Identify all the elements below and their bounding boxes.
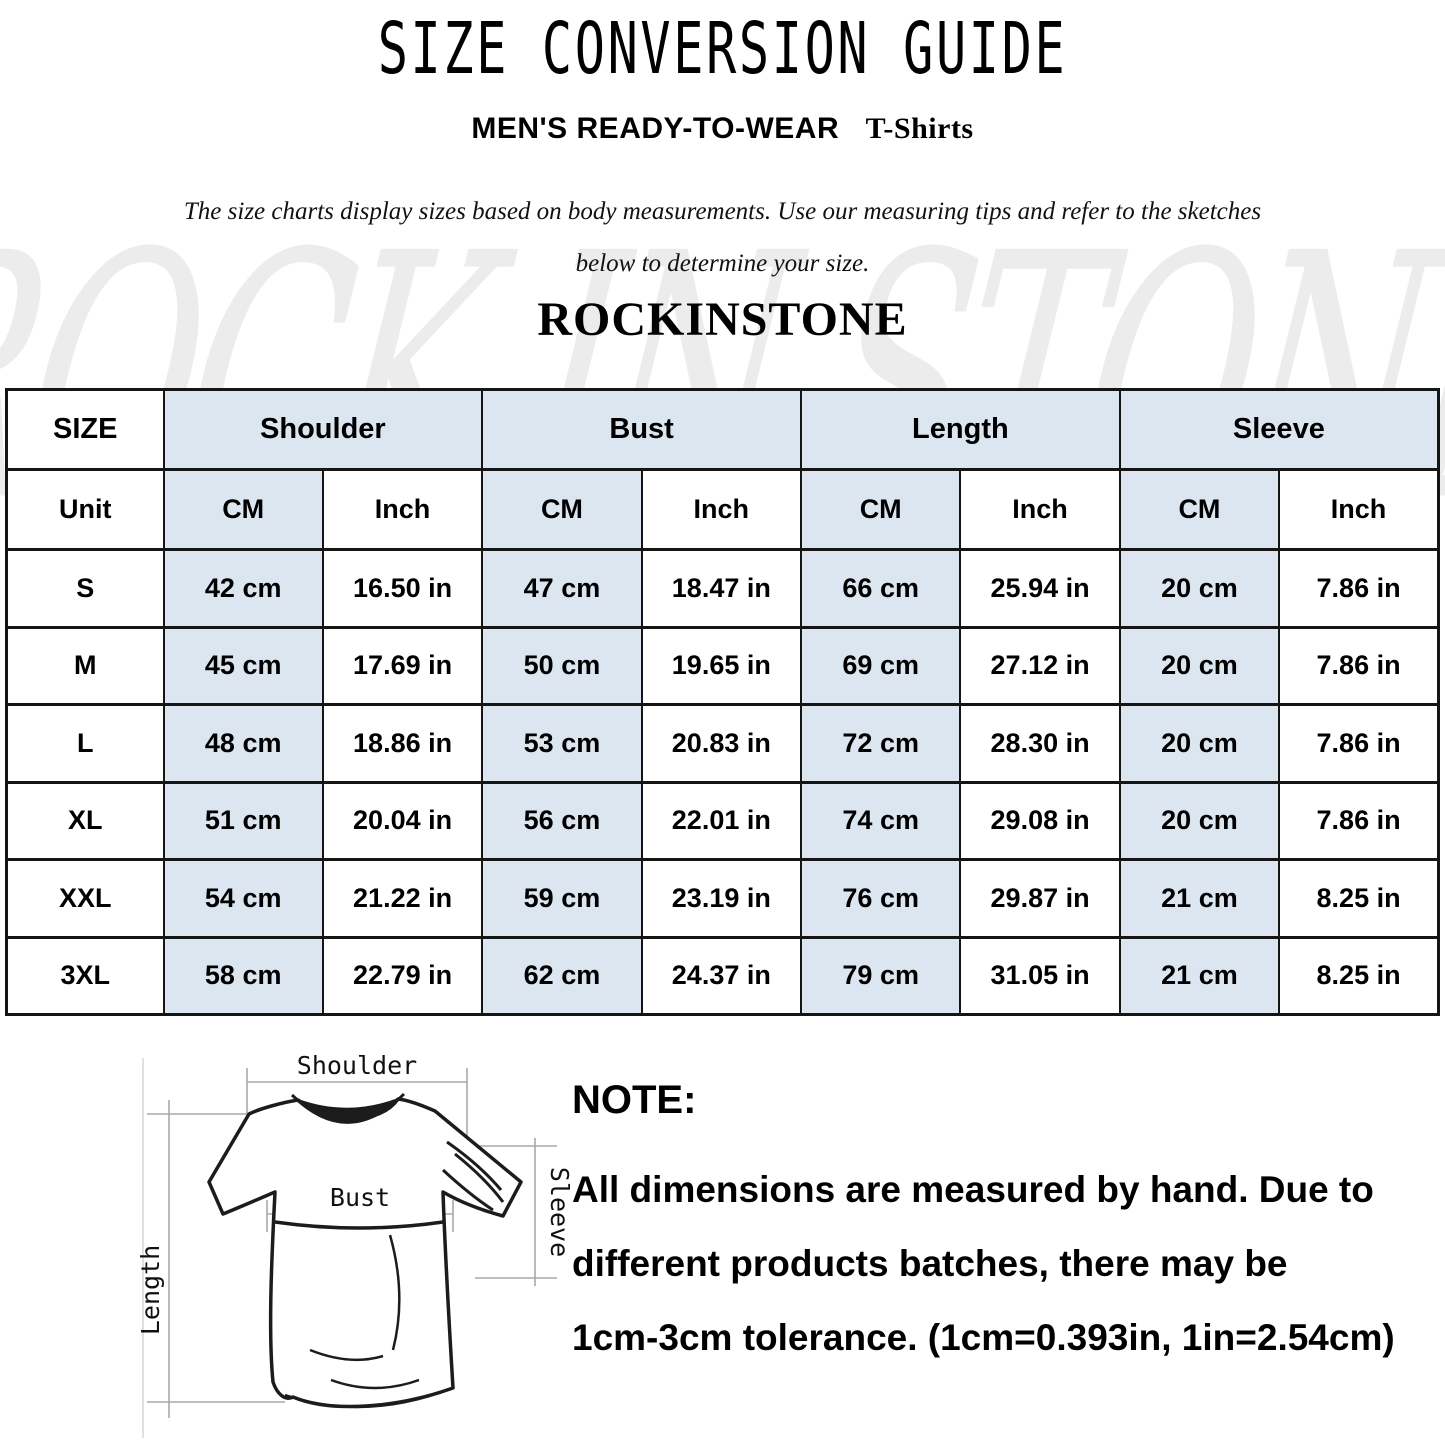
size-cell: S	[5, 548, 165, 629]
measurement-cell: 18.86 in	[321, 703, 484, 784]
column-header-size: SIZE	[5, 388, 165, 471]
unit-header-cm: CM	[1118, 468, 1281, 551]
measurement-cell: 20.83 in	[640, 703, 803, 784]
column-header-length: Length	[800, 388, 1121, 471]
measurement-cell: 45 cm	[162, 625, 324, 706]
measurement-cell: 18.47 in	[640, 548, 803, 629]
tshirt-sketch: Shoulder Bust Length Sleeve	[136, 1051, 574, 1438]
table-row-s: S 42 cm 16.50 in 47 cm 18.47 in 66 cm 25…	[5, 548, 1440, 629]
column-header-shoulder: Shoulder	[162, 388, 484, 471]
measurement-cell: 20 cm	[1118, 625, 1281, 706]
unit-header-cm: CM	[799, 468, 962, 551]
measurement-cell: 7.86 in	[1278, 780, 1440, 861]
measurement-cell: 20.04 in	[321, 780, 484, 861]
size-conversion-table: SIZE Shoulder Bust Length Sleeve Unit CM…	[5, 388, 1440, 1016]
measurement-cell: 7.86 in	[1278, 548, 1440, 629]
measurement-cell: 74 cm	[799, 780, 962, 861]
subtitle-product: T-Shirts	[865, 112, 974, 145]
measurement-cell: 72 cm	[799, 703, 962, 784]
unit-header-cm: CM	[162, 468, 324, 551]
table-group-header-row: SIZE Shoulder Bust Length Sleeve	[5, 388, 1440, 471]
note-heading: NOTE:	[572, 1078, 697, 1122]
measurement-cell: 42 cm	[162, 548, 324, 629]
measurement-cell: 27.12 in	[959, 625, 1121, 706]
measurement-cell: 19.65 in	[640, 625, 803, 706]
measurement-cell: 16.50 in	[321, 548, 484, 629]
table-row-l: L 48 cm 18.86 in 53 cm 20.83 in 72 cm 28…	[5, 703, 1440, 784]
measurement-cell: 20 cm	[1118, 703, 1281, 784]
note-line-2: different products batches, there may be	[572, 1243, 1288, 1284]
measurement-cell: 54 cm	[162, 858, 324, 939]
subtitle-category: MEN'S READY-TO-WEAR	[471, 112, 840, 145]
measurement-cell: 28.30 in	[959, 703, 1121, 784]
size-chart-description: The size charts display sizes based on b…	[0, 186, 1445, 290]
measurement-cell: 21.22 in	[321, 858, 484, 939]
size-cell: XL	[5, 780, 165, 861]
measurement-cell: 20 cm	[1118, 780, 1281, 861]
shoulder-dimension-label: Shoulder	[297, 1051, 417, 1080]
measurement-cell: 50 cm	[481, 625, 643, 706]
table-row-3xl: 3XL 58 cm 22.79 in 62 cm 24.37 in 79 cm …	[5, 935, 1440, 1016]
note-line-3: 1cm-3cm tolerance. (1cm=0.393in, 1in=2.5…	[572, 1317, 1395, 1358]
measurement-cell: 53 cm	[481, 703, 643, 784]
measurement-cell: 7.86 in	[1278, 703, 1440, 784]
measurement-cell: 79 cm	[799, 935, 962, 1016]
measurement-cell: 25.94 in	[959, 548, 1121, 629]
measurement-cell: 21 cm	[1118, 935, 1281, 1016]
measurement-cell: 66 cm	[799, 548, 962, 629]
measurement-cell: 31.05 in	[959, 935, 1121, 1016]
table-row-xl: XL 51 cm 20.04 in 56 cm 22.01 in 74 cm 2…	[5, 780, 1440, 861]
bust-dimension-label: Bust	[330, 1183, 390, 1212]
size-cell: L	[5, 703, 165, 784]
measurement-cell: 29.08 in	[959, 780, 1121, 861]
measurement-cell: 7.86 in	[1278, 625, 1440, 706]
sleeve-dimension-label: Sleeve	[545, 1167, 574, 1257]
size-cell: XXL	[5, 858, 165, 939]
unit-label: Unit	[5, 468, 165, 551]
table-row-m: M 45 cm 17.69 in 50 cm 19.65 in 69 cm 27…	[5, 625, 1440, 706]
measurement-cell: 69 cm	[799, 625, 962, 706]
description-line-1: The size charts display sizes based on b…	[183, 198, 1262, 225]
unit-header-inch: Inch	[959, 468, 1121, 551]
description-line-2: below to determine your size.	[575, 250, 870, 277]
measurement-cell: 51 cm	[162, 780, 324, 861]
note-line-1: All dimensions are measured by hand. Due…	[572, 1169, 1374, 1210]
size-cell: 3XL	[5, 935, 165, 1016]
page-subtitle: MEN'S READY-TO-WEAR T-Shirts	[0, 112, 1445, 146]
note-section: NOTE: All dimensions are measured by han…	[572, 1078, 1442, 1375]
measurement-cell: 8.25 in	[1278, 858, 1440, 939]
column-header-sleeve: Sleeve	[1118, 388, 1440, 471]
measurement-cell: 29.87 in	[959, 858, 1121, 939]
table-row-xxl: XXL 54 cm 21.22 in 59 cm 23.19 in 76 cm …	[5, 858, 1440, 939]
unit-header-inch: Inch	[321, 468, 484, 551]
measurement-cell: 24.37 in	[640, 935, 803, 1016]
tshirt-measurement-diagram: Shoulder Bust Length Sleeve	[135, 1050, 575, 1445]
measurement-cell: 20 cm	[1118, 548, 1281, 629]
measurement-cell: 48 cm	[162, 703, 324, 784]
measurement-cell: 8.25 in	[1278, 935, 1440, 1016]
measurement-cell: 21 cm	[1118, 858, 1281, 939]
length-dimension-label: Length	[136, 1245, 165, 1335]
size-table-container: SIZE Shoulder Bust Length Sleeve Unit CM…	[5, 388, 1440, 1016]
measurement-cell: 59 cm	[481, 858, 643, 939]
measurement-cell: 62 cm	[481, 935, 643, 1016]
table-unit-header-row: Unit CM Inch CM Inch CM Inch CM Inch	[5, 468, 1440, 551]
measurement-cell: 47 cm	[481, 548, 643, 629]
unit-header-cm: CM	[481, 468, 643, 551]
column-header-bust: Bust	[481, 388, 802, 471]
measurement-cell: 22.01 in	[640, 780, 803, 861]
measurement-cell: 23.19 in	[640, 858, 803, 939]
measurement-cell: 56 cm	[481, 780, 643, 861]
brand-name: ROCKINSTONE	[537, 293, 908, 346]
unit-header-inch: Inch	[640, 468, 803, 551]
measurement-cell: 17.69 in	[321, 625, 484, 706]
page-title: SIZE CONVERSION GUIDE	[377, 8, 1068, 91]
measurement-cell: 58 cm	[162, 935, 324, 1016]
measurement-cell: 22.79 in	[321, 935, 484, 1016]
unit-header-inch: Inch	[1278, 468, 1440, 551]
size-cell: M	[5, 625, 165, 706]
measurement-cell: 76 cm	[799, 858, 962, 939]
